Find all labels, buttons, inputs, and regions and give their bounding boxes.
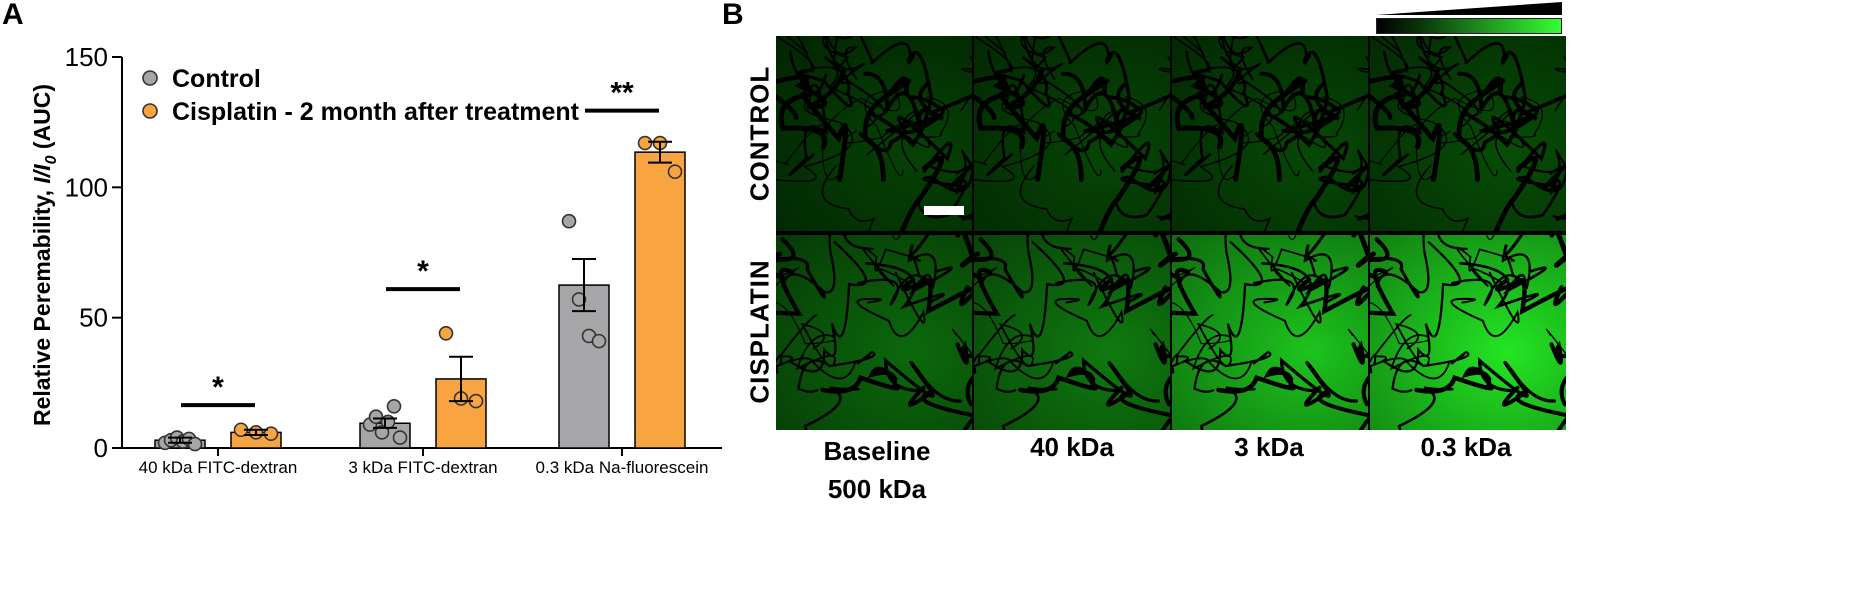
data-point	[368, 409, 384, 425]
significance-marks: ****	[181, 77, 659, 408]
control-image-tile	[776, 36, 972, 231]
chart-axes: 0 50 100 150 40 kDa FITC-dextran 3 kDa FITC-d…	[65, 42, 722, 477]
col-label-0-3kda: 0.3 kDa	[1420, 432, 1512, 462]
control-image-tile	[1172, 36, 1368, 231]
y-axis-label: Relative Peremability, I/I0 (AUC)	[29, 84, 60, 426]
panel-b-label: B	[722, 0, 744, 31]
bar-chart: 0 50 100 150 40 kDa FITC-dextran 3 kDa FITC-d…	[29, 42, 722, 477]
intensity-wedge-icon	[1376, 2, 1562, 21]
data-point	[187, 436, 203, 452]
vessel-network	[776, 36, 972, 231]
col-label-40kda: 40 kDa	[1030, 432, 1114, 462]
x-tick-label: 3 kDa FITC-dextran	[348, 458, 497, 477]
significance-label: *	[417, 255, 429, 288]
vessel-network	[1370, 235, 1566, 430]
x-tick-label: 0.3 kDa Na-fluorescein	[536, 458, 709, 477]
bar	[634, 151, 686, 449]
vessel-network	[776, 235, 972, 430]
data-point	[392, 430, 408, 445]
cisplatin-image-tile	[1172, 235, 1368, 430]
x-tick-label: 40 kDa FITC-dextran	[139, 458, 298, 477]
vessel-network	[974, 36, 1170, 231]
data-point	[561, 213, 577, 229]
significance-label: *	[212, 371, 224, 404]
microscopy-panel	[776, 36, 1566, 430]
control-image-tile	[974, 36, 1170, 231]
col-label-3kda: 3 kDa	[1234, 432, 1304, 462]
y-tick-label: 150	[65, 42, 108, 72]
vessel-network	[1172, 36, 1368, 231]
legend-label: Control	[172, 65, 261, 93]
cisplatin-image-tile	[776, 235, 972, 430]
cisplatin-image-tile	[974, 235, 1170, 430]
scale-bar	[924, 206, 964, 215]
significance-label: **	[610, 77, 634, 110]
vessel-network	[1172, 235, 1368, 430]
control-image-tile	[1370, 36, 1566, 231]
data-point	[571, 292, 587, 307]
data-point	[380, 414, 396, 430]
y-tick-label: 50	[79, 303, 108, 333]
data-point	[438, 326, 454, 341]
col-label-baseline-line2: 500 kDa	[827, 474, 927, 504]
data-point	[667, 164, 683, 179]
vessel-network	[974, 235, 1170, 430]
cisplatin-image-tile	[1370, 235, 1566, 430]
y-tick-label: 0	[94, 433, 108, 463]
legend-marker	[142, 103, 158, 119]
error-bars	[168, 140, 672, 444]
intensity-colorbar	[1376, 18, 1562, 34]
data-point	[591, 333, 607, 349]
chart-legend: Control Cisplatin - 2 month after treatme…	[142, 65, 580, 126]
vessel-network	[1370, 36, 1566, 231]
col-label-baseline: Baseline 500 kDa	[777, 432, 977, 508]
data-point	[637, 135, 653, 151]
panel-a-label: A	[2, 0, 24, 31]
data-point	[386, 398, 402, 414]
legend-label: Cisplatin - 2 month after treatment	[172, 98, 580, 126]
legend-marker	[142, 70, 158, 86]
y-tick-label: 100	[65, 172, 108, 202]
col-label-baseline-line1: Baseline	[823, 436, 931, 466]
row-label-cisplatin: CISPLATIN	[744, 259, 775, 404]
row-label-control: CONTROL	[744, 65, 775, 202]
